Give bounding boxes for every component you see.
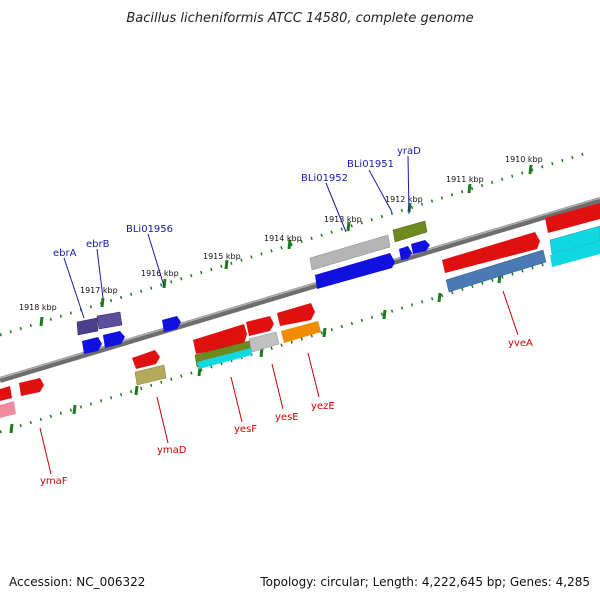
- accession-text: Accession: NC_006322: [9, 575, 145, 589]
- gene-red-mid-2[interactable]: [246, 316, 274, 336]
- gene-yesE[interactable]: [248, 331, 280, 353]
- gene-labels-bottom: ymaF ymaD yesF yesE yezE yveA: [40, 338, 533, 487]
- gene-red-edge-upper[interactable]: [545, 203, 600, 233]
- gene-cyan-edge[interactable]: [549, 225, 600, 255]
- scale-label-1915: 1915 kbp: [203, 252, 241, 261]
- gene-blue-2[interactable]: [103, 331, 125, 348]
- topology-text: Topology: circular; Length: 4,222,645 bp…: [259, 575, 590, 589]
- gene-pink-left[interactable]: [0, 401, 16, 418]
- scale-label-1918: 1918 kbp: [19, 303, 57, 312]
- label-BLi01951[interactable]: BLi01951: [347, 159, 394, 170]
- gene-blue-3[interactable]: [315, 253, 395, 289]
- label-connectors-top: [63, 155, 410, 319]
- label-ebrA[interactable]: ebrA: [53, 248, 77, 259]
- map-title: Bacillus licheniformis ATCC 14580, compl…: [126, 11, 473, 26]
- gene-red-left-2[interactable]: [19, 378, 44, 396]
- gene-BLi01956[interactable]: [162, 316, 181, 332]
- genome-backbone-highlight: [0, 197, 600, 379]
- gene-red-left-1[interactable]: [0, 386, 12, 401]
- label-ebrB[interactable]: ebrB: [86, 239, 110, 250]
- gene-ymaD[interactable]: [134, 364, 167, 386]
- upper-gene-track: [76, 203, 600, 354]
- label-yveA[interactable]: yveA: [508, 338, 533, 349]
- gene-ymaD-red[interactable]: [132, 350, 160, 369]
- scale-label-1910: 1910 kbp: [505, 155, 543, 164]
- scale-label-1911: 1911 kbp: [446, 175, 484, 184]
- gene-yveA[interactable]: [445, 249, 547, 293]
- gene-red-mid-3[interactable]: [277, 303, 315, 326]
- gene-yezE[interactable]: [281, 321, 321, 343]
- scale-label-1912: 1912 kbp: [385, 195, 423, 204]
- scale-labels: 1918 kbp 1917 kbp 1916 kbp 1915 kbp 1914…: [19, 155, 543, 312]
- gene-blue-4[interactable]: [399, 246, 412, 260]
- scale-label-1917: 1917 kbp: [80, 286, 118, 295]
- upper-scale-track: [0, 150, 591, 337]
- label-yezE[interactable]: yezE: [311, 401, 335, 412]
- scale-label-1914: 1914 kbp: [264, 234, 302, 243]
- upper-scale-ticks: [39, 164, 533, 327]
- gene-cyan-mid[interactable]: [197, 348, 252, 369]
- label-yraD[interactable]: yraD: [397, 146, 421, 157]
- gene-ebrB[interactable]: [96, 311, 123, 330]
- scale-label-1913: 1913 kbp: [324, 215, 362, 224]
- gene-ebrA[interactable]: [76, 317, 99, 336]
- gene-labels-top: ebrA ebrB BLi01956 BLi01952 BLi01951 yra…: [53, 146, 421, 259]
- gene-red-mid-1[interactable]: [193, 324, 247, 354]
- gene-blue-5[interactable]: [411, 240, 430, 254]
- label-yesF[interactable]: yesF: [234, 424, 257, 435]
- label-yesE[interactable]: yesE: [275, 412, 299, 423]
- gene-gray-1[interactable]: [309, 234, 391, 271]
- label-ymaD[interactable]: ymaD: [157, 445, 187, 456]
- label-BLi01952[interactable]: BLi01952: [301, 173, 348, 184]
- genome-backbone: [0, 197, 600, 383]
- lower-gene-track: [0, 241, 600, 418]
- label-connectors-bottom: [39, 290, 519, 475]
- label-ymaF[interactable]: ymaF: [40, 476, 68, 487]
- label-BLi01956[interactable]: BLi01956: [126, 224, 173, 235]
- gene-yraD[interactable]: [392, 220, 428, 243]
- gene-blue-1[interactable]: [82, 337, 102, 354]
- gene-red-big-upper[interactable]: [442, 232, 540, 273]
- gene-cyan-right[interactable]: [550, 241, 600, 267]
